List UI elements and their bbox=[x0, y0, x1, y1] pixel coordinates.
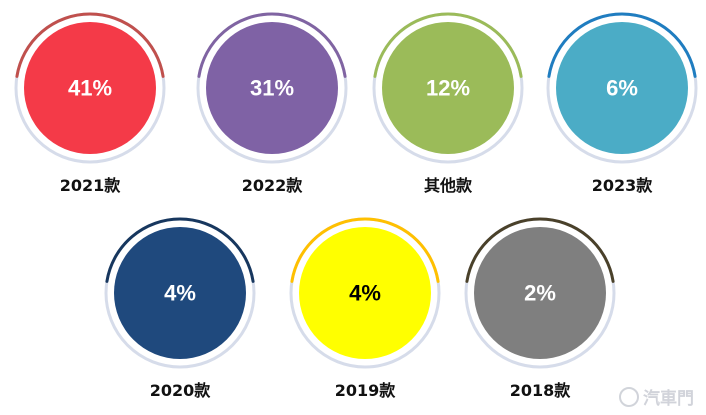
slice-circle bbox=[299, 227, 431, 359]
badge-3: 6% 2023款 bbox=[546, 12, 698, 195]
value-label: 2% bbox=[524, 281, 556, 306]
badge-arc bbox=[15, 12, 165, 78]
category-label: 2021款 bbox=[60, 176, 122, 195]
badge-0: 41% 2021款 bbox=[14, 12, 166, 195]
badge-4: 4% 2020款 bbox=[104, 217, 256, 400]
watermark: 汽車門 bbox=[619, 384, 694, 409]
slice-circle bbox=[556, 22, 688, 154]
slice-circle bbox=[206, 22, 338, 154]
slice-circle bbox=[114, 227, 246, 359]
value-label: 31% bbox=[250, 76, 294, 101]
badge-arc bbox=[197, 12, 347, 78]
category-label: 2018款 bbox=[510, 381, 572, 400]
badge-arc bbox=[290, 217, 440, 283]
badge-1: 31% 2022款 bbox=[196, 12, 348, 195]
category-label: 2020款 bbox=[150, 381, 212, 400]
badge-2: 12% 其他款 bbox=[372, 12, 524, 195]
badge-5: 4% 2019款 bbox=[289, 217, 441, 400]
value-label: 12% bbox=[426, 76, 470, 101]
badge-arc bbox=[105, 217, 255, 283]
badge-6: 2% 2018款 bbox=[464, 217, 616, 400]
category-label: 其他款 bbox=[424, 176, 473, 195]
value-label: 6% bbox=[606, 76, 638, 101]
slice-circle bbox=[382, 22, 514, 154]
category-label: 2019款 bbox=[335, 381, 397, 400]
value-label: 41% bbox=[68, 76, 112, 101]
badge-arc bbox=[373, 12, 523, 78]
category-label: 2023款 bbox=[592, 176, 654, 195]
badge-arc bbox=[547, 12, 697, 78]
value-label: 4% bbox=[164, 281, 196, 306]
slice-circle bbox=[474, 227, 606, 359]
slice-circle bbox=[24, 22, 156, 154]
value-label: 4% bbox=[349, 281, 381, 306]
watermark-logo-icon bbox=[619, 386, 639, 407]
watermark-text: 汽車門 bbox=[643, 389, 694, 408]
category-label: 2022款 bbox=[242, 176, 304, 195]
badge-arc bbox=[465, 217, 615, 283]
